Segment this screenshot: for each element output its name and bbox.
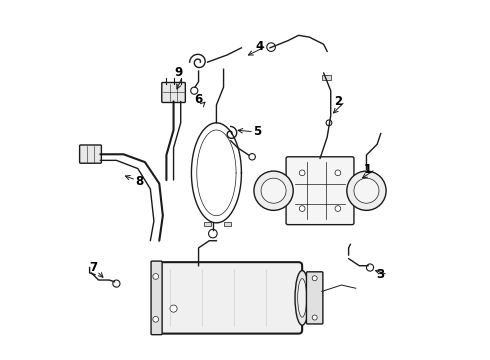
Circle shape [153, 274, 159, 279]
Circle shape [113, 280, 120, 287]
Text: 3: 3 [377, 268, 385, 281]
Circle shape [153, 316, 159, 322]
Circle shape [209, 229, 217, 238]
Text: 9: 9 [175, 66, 183, 79]
Circle shape [312, 276, 317, 281]
Circle shape [261, 178, 286, 203]
Circle shape [249, 154, 255, 160]
Text: 6: 6 [195, 93, 203, 106]
Circle shape [354, 178, 379, 203]
Circle shape [267, 43, 275, 51]
FancyBboxPatch shape [151, 261, 162, 335]
Circle shape [299, 206, 305, 211]
Circle shape [312, 315, 317, 320]
FancyBboxPatch shape [306, 272, 323, 324]
Bar [204, 222, 211, 226]
FancyBboxPatch shape [286, 157, 354, 225]
Text: 1: 1 [364, 163, 372, 176]
Circle shape [191, 87, 198, 94]
FancyBboxPatch shape [79, 145, 101, 163]
FancyBboxPatch shape [162, 82, 185, 103]
Text: 8: 8 [136, 175, 144, 188]
Circle shape [367, 264, 373, 271]
Text: 7: 7 [89, 261, 97, 274]
Text: 5: 5 [253, 125, 262, 138]
Circle shape [326, 120, 332, 126]
Circle shape [254, 171, 293, 210]
Bar [322, 75, 331, 80]
Circle shape [335, 170, 341, 176]
Text: 2: 2 [334, 95, 342, 108]
Ellipse shape [298, 279, 307, 317]
Circle shape [335, 206, 341, 211]
Text: 4: 4 [255, 40, 264, 53]
Circle shape [170, 305, 177, 312]
Bar [223, 222, 231, 226]
Circle shape [347, 171, 386, 210]
FancyBboxPatch shape [159, 262, 302, 334]
Ellipse shape [295, 271, 309, 325]
Circle shape [299, 170, 305, 176]
